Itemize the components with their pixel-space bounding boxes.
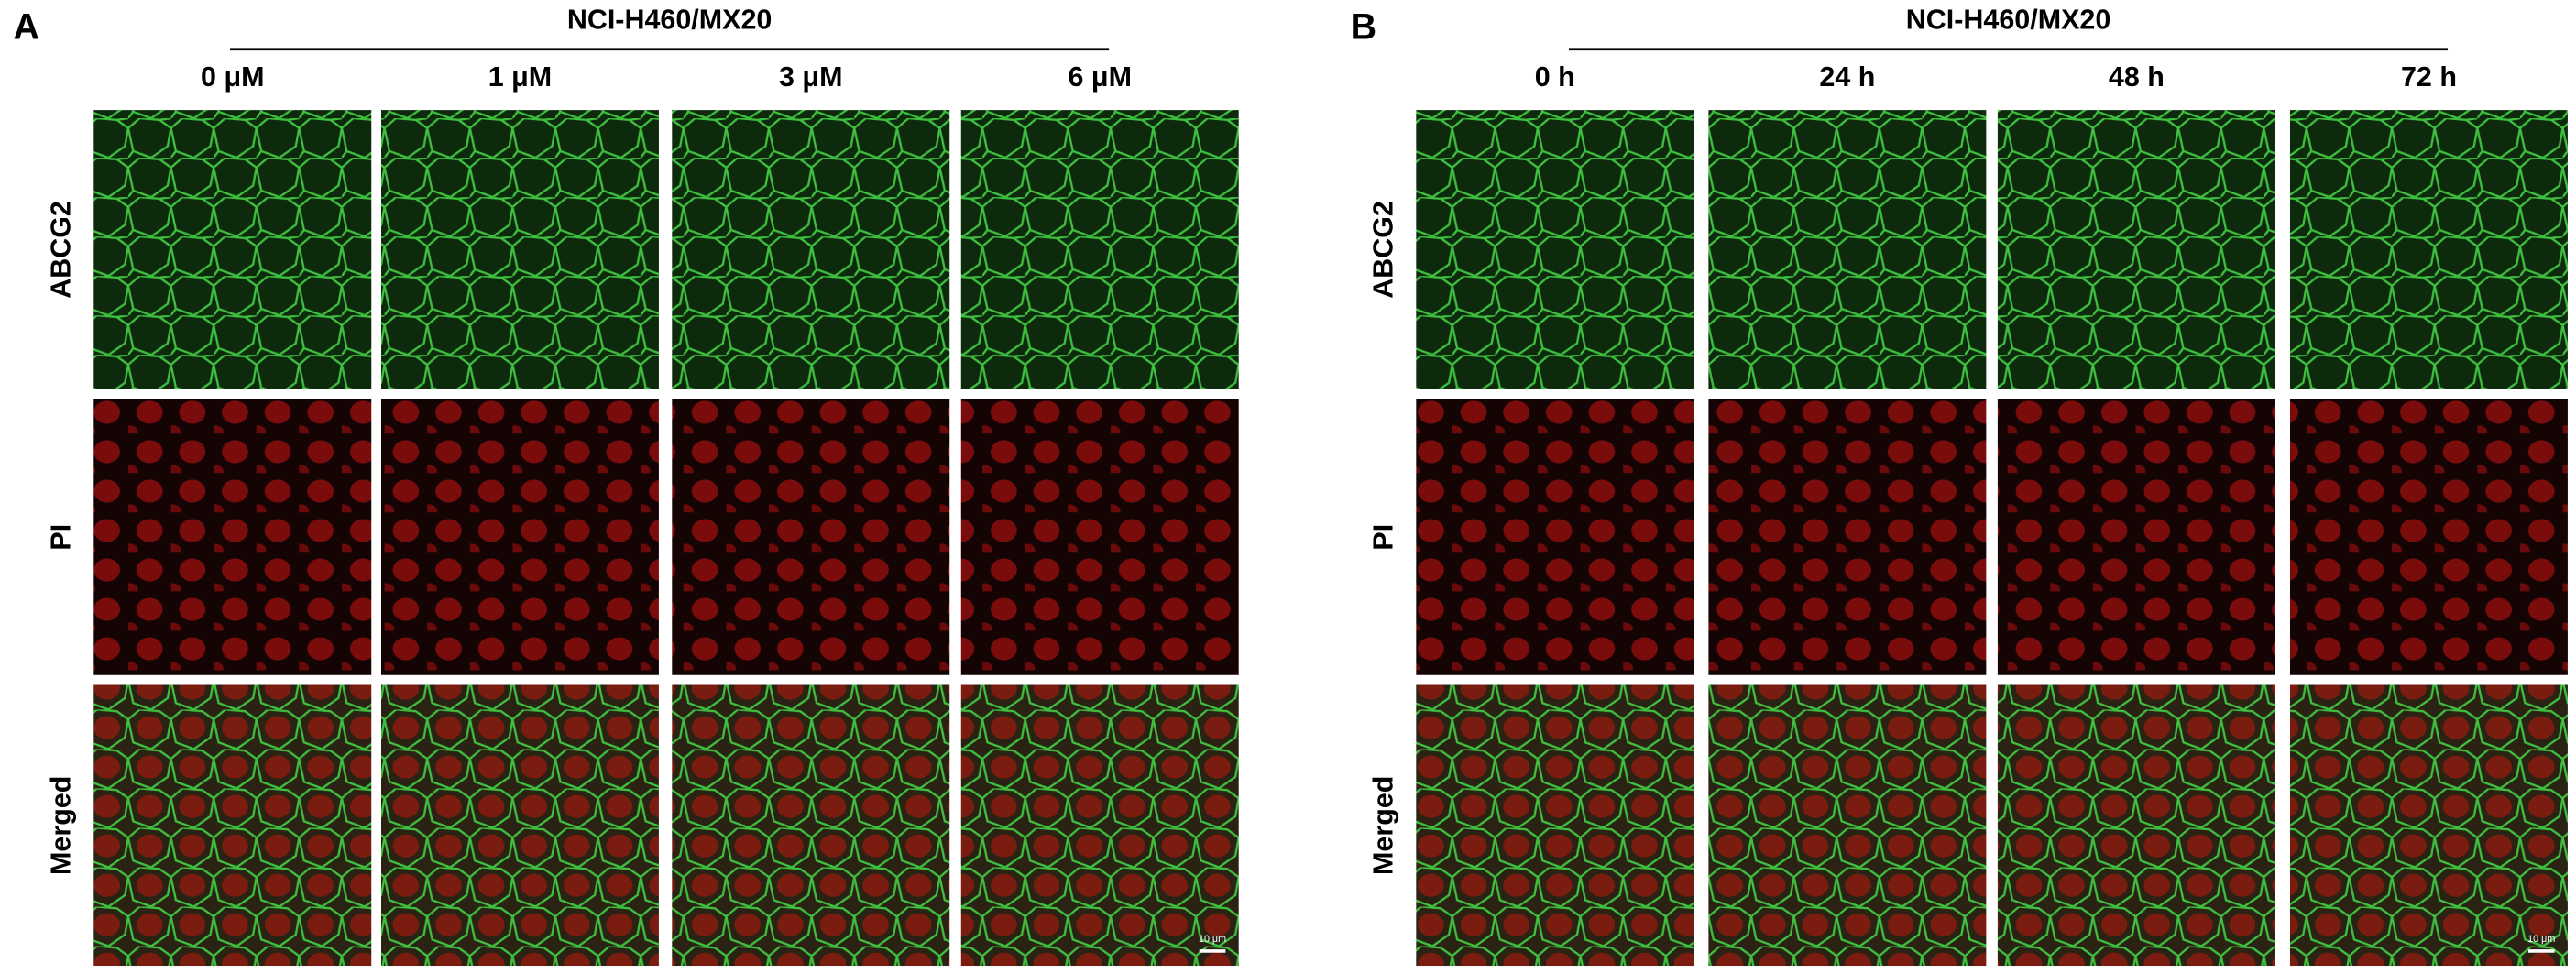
micrograph: [1708, 399, 1987, 675]
panel-label: B: [1351, 7, 1376, 48]
micrograph: [1708, 110, 1987, 389]
micrograph: [1997, 684, 2275, 967]
micrograph: [672, 399, 950, 675]
panel-label: A: [13, 7, 38, 48]
scale-bar-label: 10 μm: [1199, 934, 1226, 945]
micrograph: [2289, 399, 2568, 675]
column-label: 24 h: [1819, 61, 1875, 93]
panel-header: NCI-H460/MX20: [567, 4, 773, 35]
micrograph: [1416, 399, 1694, 675]
row-label: ABCG2: [45, 201, 76, 299]
micrograph: [2289, 110, 2568, 389]
micrograph: [1416, 110, 1694, 389]
micrograph: [93, 684, 372, 967]
micrograph: [1997, 110, 2275, 389]
row-label: PI: [1367, 524, 1398, 551]
row-label: ABCG2: [1367, 201, 1398, 299]
column-label: 72 h: [2401, 61, 2457, 93]
panel-header: NCI-H460/MX20: [1906, 4, 2111, 35]
micrograph: [93, 399, 372, 675]
column-label: 48 h: [2109, 61, 2165, 93]
row-label: Merged: [1367, 776, 1398, 875]
micrograph: [672, 684, 950, 967]
micrograph: [2289, 684, 2568, 967]
scale-bar-label: 10 μm: [2527, 934, 2555, 945]
row-label: PI: [45, 524, 76, 551]
micrograph: [380, 684, 659, 967]
column-label: 3 μM: [779, 61, 842, 93]
micrograph: [1997, 399, 2275, 675]
micrograph: [93, 110, 372, 389]
row-label: Merged: [45, 776, 76, 875]
micrograph: [1708, 684, 1987, 967]
column-label: 0 μM: [201, 61, 264, 93]
micrograph: [1416, 684, 1694, 967]
column-label: 1 μM: [488, 61, 552, 93]
column-label: 6 μM: [1069, 61, 1132, 93]
micrograph: [960, 110, 1239, 389]
micrograph: [380, 399, 659, 675]
micrograph: [672, 110, 950, 389]
micrograph: [380, 110, 659, 389]
column-label: 0 h: [1535, 61, 1575, 93]
micrograph: [960, 684, 1239, 967]
micrograph: [960, 399, 1239, 675]
